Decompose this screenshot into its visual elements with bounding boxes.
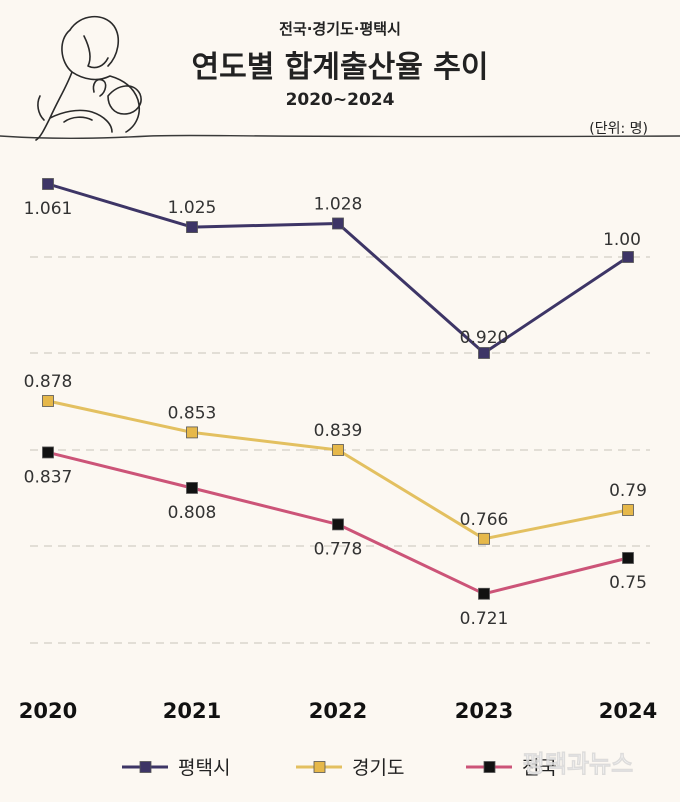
data-point-marker (332, 518, 344, 531)
data-label: 0.839 (314, 421, 363, 441)
x-tick-label: 2024 (599, 699, 657, 723)
x-axis-ticks: 2020 2021 2022 2023 2024 (19, 699, 657, 723)
x-tick-label: 2023 (455, 699, 513, 723)
data-label: 1.028 (314, 194, 363, 214)
x-tick-label: 2022 (309, 699, 367, 723)
x-tick-label: 2021 (163, 699, 221, 723)
data-label: 0.778 (314, 539, 363, 559)
legend-marker (483, 761, 496, 773)
data-label: 0.75 (609, 573, 647, 593)
chart-subtitle: 전국·경기도·평택시 (279, 20, 401, 38)
data-point-marker (332, 444, 344, 456)
data-point-marker (332, 217, 344, 230)
data-point-marker (622, 504, 634, 516)
chart-period: 2020~2024 (286, 90, 395, 110)
data-point-marker (478, 347, 490, 359)
data-label: 0.878 (24, 372, 73, 392)
data-label: 0.837 (24, 467, 73, 487)
legend-label: 전국 (522, 757, 557, 779)
data-label: 1.00 (603, 230, 641, 250)
data-label: 0.920 (460, 328, 509, 348)
mother-baby-illustration (0, 15, 680, 141)
data-labels: 1.061 1.025 1.028 0.920 1.00 0.878 0.853 0.839 0… (24, 194, 647, 628)
data-point-marker (622, 552, 634, 564)
data-point-marker (478, 587, 490, 600)
watermark: 평택과뉴스 (523, 750, 633, 778)
data-label: 0.721 (460, 609, 509, 629)
data-point-marker (42, 446, 54, 459)
unit-label: (단위: 명) (589, 121, 648, 137)
legend: 평택시 경기도 전국 (122, 757, 557, 779)
legend-marker (139, 761, 152, 773)
data-label: 1.061 (24, 199, 73, 219)
data-point-marker (478, 532, 490, 545)
data-point-marker (186, 482, 198, 494)
data-label: 0.853 (168, 403, 217, 423)
legend-label: 평택시 (178, 757, 230, 779)
data-point-marker (42, 178, 54, 190)
data-point-marker (186, 221, 198, 233)
data-point-marker (622, 251, 634, 263)
series-lines (47, 182, 629, 596)
legend-marker (313, 761, 326, 773)
data-point-marker (42, 395, 54, 407)
chart-title: 연도별 합계출산율 추이 (192, 50, 489, 85)
data-label: 1.025 (168, 198, 217, 218)
data-label: 0.79 (609, 481, 647, 501)
series-markers (42, 178, 634, 600)
data-label: 0.808 (168, 503, 217, 523)
x-tick-label: 2020 (19, 699, 77, 723)
legend-label: 경기도 (352, 757, 404, 779)
data-point-marker (186, 426, 198, 439)
data-label: 0.766 (460, 510, 509, 530)
